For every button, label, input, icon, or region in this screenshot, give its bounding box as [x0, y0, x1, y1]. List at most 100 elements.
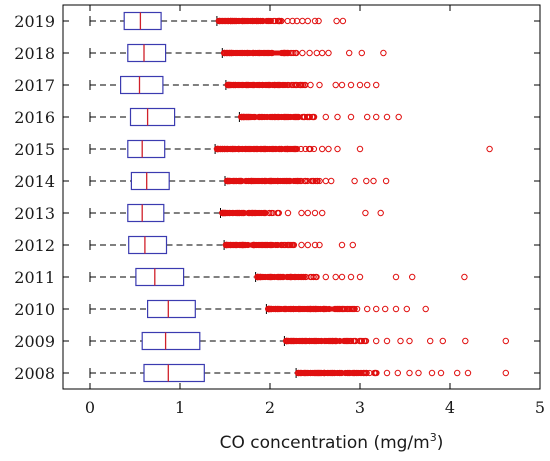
outlier-point [354, 305, 361, 313]
iqr-box [130, 171, 170, 191]
box-2009 [89, 331, 509, 351]
outlier-point [289, 17, 296, 25]
outlier-point [356, 145, 364, 153]
box-2014 [89, 171, 390, 191]
outlier-point [316, 81, 323, 89]
outlier-point [310, 177, 317, 185]
x-axis-label-superscript: 3 [430, 431, 437, 444]
iqr-box [147, 299, 196, 319]
iqr-box [143, 363, 205, 383]
box-2016 [89, 107, 402, 127]
outlier-point [380, 49, 387, 57]
x-tick-label: 4 [445, 398, 455, 417]
y-tick-label: 2014 [14, 172, 55, 191]
outlier-point [333, 17, 340, 25]
outlier-point [356, 81, 364, 89]
outlier-point [392, 305, 400, 313]
outlier-point [316, 241, 323, 249]
outlier-point [366, 369, 373, 377]
y-axis: 2008 2009 2010 2011 2012 2013 2014 2015 2016 2017… [14, 12, 540, 383]
iqr-box [141, 331, 201, 351]
outlier-point [464, 369, 472, 377]
outlier-point [311, 209, 319, 217]
x-tick-label: 3 [355, 398, 365, 417]
outlier-point [373, 305, 380, 313]
outlier-point [298, 241, 305, 249]
outlier-point [319, 209, 326, 217]
outlier-point [284, 49, 291, 57]
outlier-point [346, 49, 353, 57]
outlier-point [281, 241, 288, 249]
y-tick-label: 2017 [14, 76, 55, 95]
outlier-point [394, 369, 401, 377]
outlier-point [275, 209, 282, 217]
x-axis-label-suffix: ) [437, 433, 444, 453]
outlier-point [334, 145, 341, 153]
outlier-point [338, 241, 346, 249]
box-2012 [89, 235, 356, 255]
outlier-point [288, 81, 295, 89]
outlier-point [397, 337, 404, 345]
y-tick-label: 2013 [14, 204, 55, 223]
outlier-point [392, 273, 400, 281]
outlier-point [377, 209, 384, 217]
outlier-point [364, 305, 371, 313]
outlier-point [325, 145, 332, 153]
outlier-point [284, 209, 292, 217]
outlier-point [422, 305, 429, 313]
iqr-box [127, 139, 166, 159]
outlier-point [302, 145, 309, 153]
outlier-point [309, 113, 316, 121]
outlier-point [278, 17, 285, 25]
box-2011 [89, 267, 468, 287]
outlier-point [486, 145, 493, 153]
outlier-point [373, 113, 380, 121]
outlier-point [298, 209, 305, 217]
outlier-point [502, 337, 509, 345]
box-2008 [89, 363, 509, 383]
outlier-point [287, 241, 294, 249]
outlier-point [428, 369, 436, 377]
outlier-point [347, 273, 355, 281]
outlier-point [351, 177, 358, 185]
outlier-point [395, 113, 402, 121]
outlier-point [307, 273, 314, 281]
outlier-point [406, 369, 413, 377]
y-tick-label: 2009 [14, 332, 55, 351]
outlier-point [344, 305, 351, 313]
outlier-point [311, 17, 319, 25]
box-2017 [89, 75, 380, 95]
box-2018 [89, 43, 387, 63]
outlier-point [304, 241, 311, 249]
y-tick-label: 2016 [14, 108, 55, 127]
outlier-point [311, 241, 319, 249]
x-axis: 0 1 2 3 4 5 [85, 5, 545, 417]
outlier-point [328, 177, 335, 185]
outlier-point [322, 113, 329, 121]
y-tick-label: 2008 [14, 364, 55, 383]
x-tick-label: 5 [535, 398, 545, 417]
outlier-point [502, 369, 509, 377]
outlier-point [356, 337, 364, 345]
outlier-point [299, 81, 306, 89]
outlier-point [266, 209, 273, 217]
outlier-point [383, 337, 391, 345]
outlier-point [319, 145, 326, 153]
outlier-point [347, 113, 355, 121]
x-tick-label: 1 [175, 398, 185, 417]
box-2013 [89, 203, 384, 223]
y-tick-label: 2019 [14, 12, 55, 31]
y-tick-label: 2012 [14, 236, 55, 255]
box-2015 [89, 139, 493, 159]
box-2010 [89, 299, 429, 319]
x-tick-label: 2 [265, 398, 275, 417]
outlier-point [358, 49, 365, 57]
outlier-point [304, 17, 311, 25]
iqr-box [128, 235, 168, 255]
outlier-point [299, 17, 306, 25]
y-tick-label: 2011 [14, 268, 55, 287]
outlier-point [358, 337, 366, 345]
outlier-point [313, 273, 320, 281]
outlier-point [332, 273, 339, 281]
